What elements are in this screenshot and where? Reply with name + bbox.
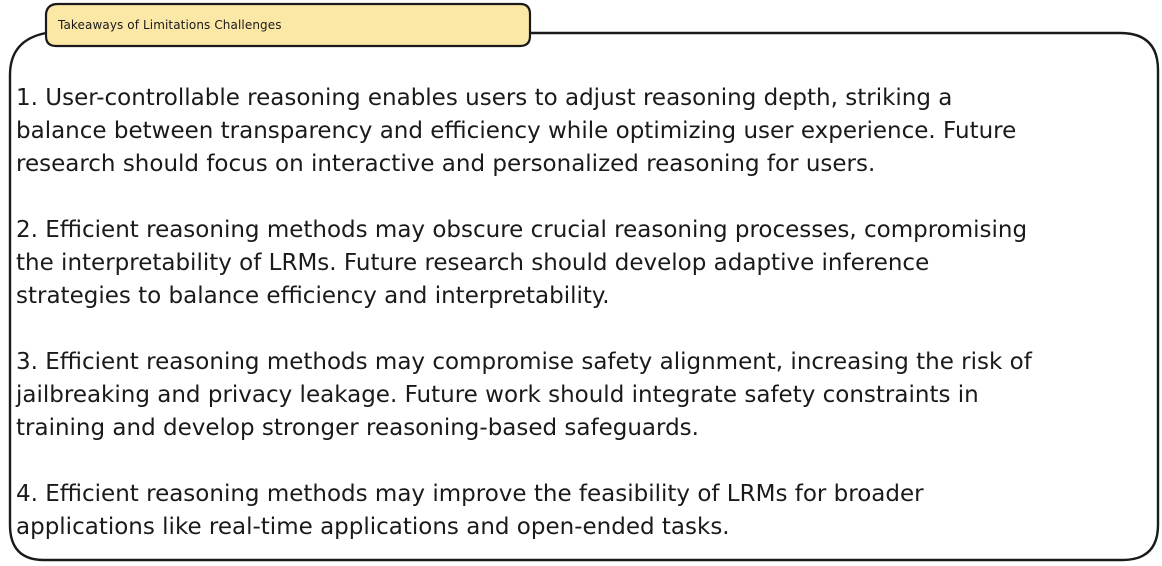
takeaway-1-line-2: balance between transparency and efficie… bbox=[16, 118, 1017, 144]
takeaway-2-line-1: 2. Efficient reasoning methods may obscu… bbox=[16, 217, 1028, 243]
card-title: Takeaways of Limitations Challenges bbox=[58, 18, 282, 32]
takeaway-1-line-1: 1. User-controllable reasoning enables u… bbox=[16, 85, 953, 111]
takeaway-item-2: 2. Efficient reasoning methods may obscu… bbox=[16, 214, 1146, 313]
takeaway-item-4: 4. Efficient reasoning methods may impro… bbox=[16, 478, 1146, 544]
takeaway-2-line-2: the interpretability of LRMs. Future res… bbox=[16, 250, 930, 276]
takeaway-2-line-3: strategies to balance efficiency and int… bbox=[16, 283, 610, 309]
takeaway-4-line-1: 4. Efficient reasoning methods may impro… bbox=[16, 481, 924, 507]
takeaway-3-line-2: jailbreaking and privacy leakage. Future… bbox=[16, 382, 979, 408]
takeaway-4-line-2: applications like real-time applications… bbox=[16, 514, 730, 540]
takeaway-item-3: 3. Efficient reasoning methods may compr… bbox=[16, 346, 1146, 445]
card-border bbox=[8, 31, 1160, 562]
takeaways-list: 1. User-controllable reasoning enables u… bbox=[16, 82, 1146, 566]
takeaway-1-line-3: research should focus on interactive and… bbox=[16, 151, 876, 177]
takeaway-3-line-3: training and develop stronger reasoning-… bbox=[16, 415, 699, 441]
takeaway-3-line-1: 3. Efficient reasoning methods may compr… bbox=[16, 349, 1032, 375]
title-tag-box bbox=[44, 2, 532, 48]
takeaway-item-1: 1. User-controllable reasoning enables u… bbox=[16, 82, 1146, 181]
